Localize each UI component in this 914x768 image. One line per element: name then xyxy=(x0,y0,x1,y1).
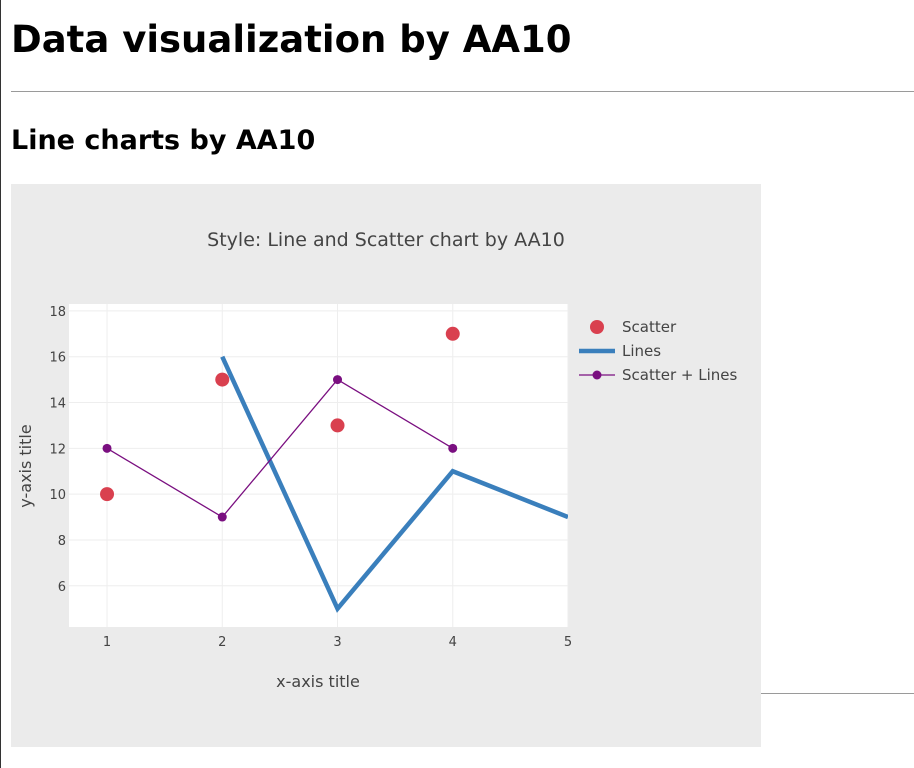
legend-swatch-marker xyxy=(592,370,602,380)
scatter-point xyxy=(330,418,345,433)
scatter-lines-series-line xyxy=(106,378,454,518)
y-tick-label: 10 xyxy=(49,488,66,503)
scatter-lines-point xyxy=(217,512,227,522)
lines-series-line xyxy=(220,355,568,613)
page-left-border xyxy=(0,0,1,768)
y-tick-label: 12 xyxy=(49,442,66,457)
y-tick-label: 6 xyxy=(58,580,66,595)
clipped-series xyxy=(106,355,568,613)
legend-label: Scatter xyxy=(622,318,677,336)
x-tick-label: 3 xyxy=(333,635,341,650)
chart-container: 1 2 3 4 5 6 8 10 12 14 16 18 Style: Line and Scatte… xyxy=(11,184,761,747)
y-tick-label: 18 xyxy=(49,305,66,320)
scatter-point xyxy=(100,487,115,502)
legend-label: Lines xyxy=(622,342,661,360)
horizontal-rule xyxy=(11,91,914,92)
legend-swatch-marker xyxy=(590,320,604,334)
legend: Scatter Lines Scatter + Lines xyxy=(579,318,737,384)
x-tick-label: 4 xyxy=(449,635,457,650)
plot-area xyxy=(69,304,568,627)
x-tick-label: 1 xyxy=(103,635,111,650)
legend-item-lines[interactable]: Lines xyxy=(579,342,661,360)
scatter-lines-point xyxy=(102,443,112,453)
chart-title: Style: Line and Scatter chart by AA10 xyxy=(207,229,565,251)
legend-item-scatter[interactable]: Scatter xyxy=(590,318,677,336)
legend-label: Scatter + Lines xyxy=(622,366,737,384)
y-axis-title: y-axis title xyxy=(16,424,35,507)
scatter-point xyxy=(215,372,230,387)
series-layer xyxy=(100,326,568,613)
scatter-lines-point xyxy=(448,443,458,453)
x-tick-label: 2 xyxy=(218,635,226,650)
x-tick-label: 5 xyxy=(564,635,572,650)
section-title: Line charts by AA10 xyxy=(11,125,316,156)
x-axis-title: x-axis title xyxy=(276,672,360,691)
legend-item-scatter-lines[interactable]: Scatter + Lines xyxy=(579,366,737,384)
gridlines xyxy=(69,304,569,627)
page-title: Data visualization by AA10 xyxy=(11,18,572,61)
scatter-lines-point xyxy=(333,375,343,385)
y-tick-label: 16 xyxy=(49,351,66,366)
y-tick-label: 14 xyxy=(49,397,66,412)
horizontal-rule-lower xyxy=(761,693,914,694)
y-tick-label: 8 xyxy=(58,534,66,549)
scatter-point xyxy=(445,326,460,341)
